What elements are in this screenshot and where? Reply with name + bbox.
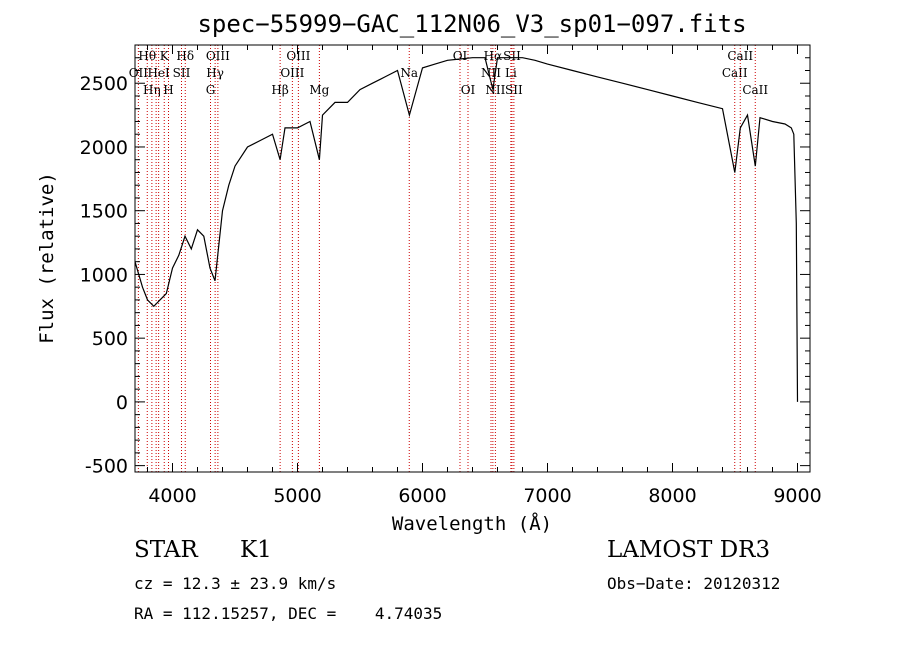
spectrum-series [134,57,799,402]
y-tick-label: 2500 [80,73,128,95]
spectral-line-label: K [160,49,170,63]
y-tick-label: 500 [92,328,128,350]
x-tick-label: 5000 [273,485,321,507]
x-tick-label: 8000 [648,485,696,507]
y-tick-label: 1500 [80,201,128,223]
y-tick-label: 0 [116,392,128,414]
spectral-line-markers: OIIHθHηHeIKHSIIHδGHγOIIIHβOIIIOIIIMgNaOI… [129,45,768,472]
spectral-line-label: CaII [722,66,748,80]
plot-frame [134,44,811,473]
object-class: STAR [134,537,198,563]
spectral-line-label: OIII [206,49,230,63]
spectral-line-label: OII [129,66,149,80]
spectral-line-label: Hβ [271,83,288,97]
x-axis-label: Wavelength (Å) [392,512,552,535]
spectrum-line [134,57,799,402]
spectral-line-label: OI [461,83,476,97]
spectral-line-label: SII [173,66,191,80]
spectral-line-label: Hδ [176,49,194,63]
spectral-line-label: Hθ [138,49,156,63]
spectral-line-label: SII [505,83,523,97]
spectral-line-label: NII [485,83,505,97]
spectral-line-label: CaII [742,83,768,97]
spectral-line-label: G [206,83,216,97]
spectral-line-label: Hγ [206,66,224,80]
redshift-readout: cz = 12.3 ± 23.9 km/s [134,574,337,593]
spectral-line-label: NII [481,66,501,80]
chart-title: spec−55999−GAC_112N06_V3_sp01−097.fits [197,10,746,38]
spectral-line-label: Mg [309,83,329,97]
spectral-line-label: H [163,83,173,97]
y-tick-label: -500 [85,456,128,478]
spectral-line-label: OIII [280,66,304,80]
y-tick-label: 2000 [80,137,128,159]
spectral-line-label: CaII [727,49,753,63]
spectral-line-label: HeI [147,66,170,80]
obs-date: Obs−Date: 20120312 [607,574,781,593]
x-tick-label: 9000 [773,485,821,507]
axes: 4000 5000 6000 7000 8000 9000 -500 0 500 1000 1500… [80,45,822,507]
x-tick-label: 4000 [148,485,196,507]
coordinates: RA = 112.15257, DEC = 4.74035 [134,604,443,623]
subclass: K1 [240,537,272,563]
y-axis-label: Flux (relative) [36,172,58,344]
spectral-line-label: Hη [143,83,161,97]
x-tick-label: 7000 [523,485,571,507]
survey-name: LAMOST DR3 [607,537,771,563]
spectral-line-label: OIII [286,49,310,63]
spectral-line-label: OI [453,49,468,63]
y-tick-label: 1000 [80,264,128,286]
spectral-line-label: SII [503,49,521,63]
spectral-line-label: Na [400,66,418,80]
x-tick-label: 6000 [398,485,446,507]
spectral-line-label: Li [505,66,517,80]
